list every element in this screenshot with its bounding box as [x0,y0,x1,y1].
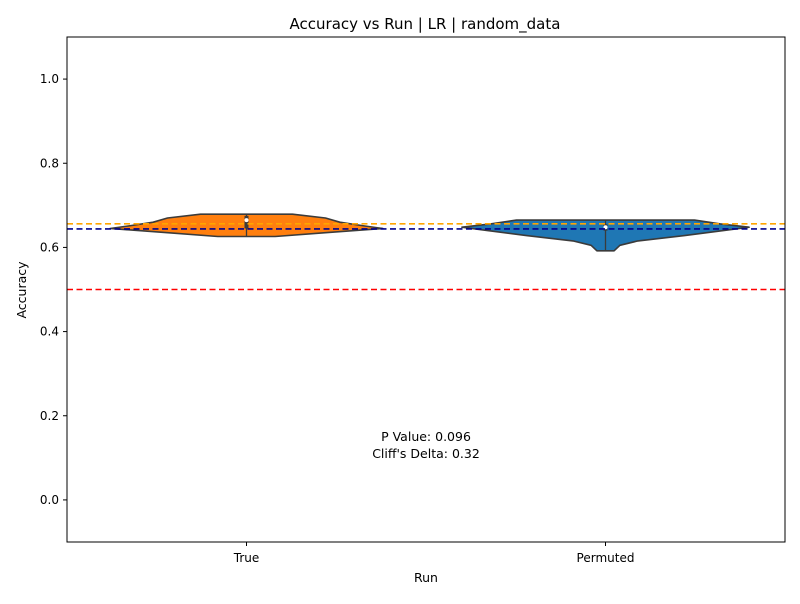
x-tick-label: True [233,551,260,565]
y-tick-label: 0.0 [40,493,59,507]
y-tick-label: 0.2 [40,409,59,423]
violin-median-true [244,218,249,223]
plot-frame [66,36,786,543]
x-tick-label: Permuted [577,551,635,565]
y-tick-label: 0.6 [40,240,59,254]
y-tick-label: 1.0 [40,72,59,86]
y-axis-label: Accuracy [14,261,29,319]
y-tick-label: 0.8 [40,156,59,170]
chart-title: Accuracy vs Run | LR | random_data [290,15,561,34]
y-tick-label: 0.4 [40,325,59,339]
cliffs-delta-annotation: Cliff's Delta: 0.32 [372,446,480,461]
x-axis-label: Run [414,570,438,585]
p-value-annotation: P Value: 0.096 [381,429,471,444]
